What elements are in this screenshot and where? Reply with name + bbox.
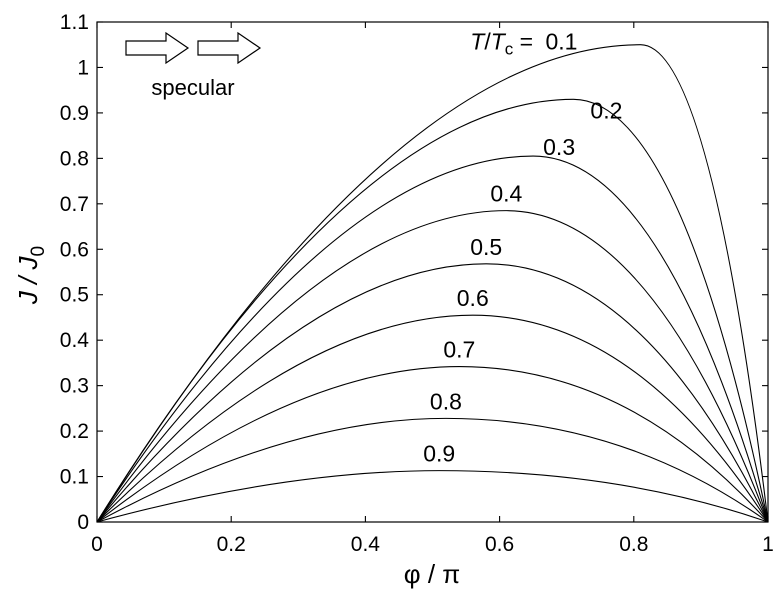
curve-line [96,155,769,523]
temperature-symbol: T [470,29,486,55]
y-tick-label: 1.1 [60,11,89,34]
curve-labels: 0.1 0.2 0.3 0.4 0.5 0.6 0.7 0.8 0.9 [423,29,622,467]
curve-line [96,210,769,523]
curve-label: 0.4 [490,181,522,207]
curve-line [96,263,769,523]
x-tick-label: 0.4 [351,533,381,556]
critical-temperature-symbol: T [491,29,507,55]
curve-label: 0.6 [457,285,489,311]
curve-label: 0.7 [443,337,475,363]
y-axis-title-group: J / J0 [13,246,49,305]
specular-annotation: specular [151,75,234,100]
curve-line [96,98,769,523]
y-tick-label: 0.9 [60,102,89,125]
x-tick-label: 0.2 [217,533,246,556]
y-tick-label: 0.1 [60,466,89,489]
curve-line [96,365,769,523]
critical-temperature-subscript: c [505,40,514,59]
y-tick-label: 0.5 [60,284,89,307]
plot-frame [96,21,769,523]
y-axis-title: J / J0 [13,246,49,305]
y-ticks: 0 0.1 0.2 0.3 0.4 0.5 0.6 0.7 0.8 0.9 1 1.1 [60,11,768,534]
curve-label: 0.5 [470,234,502,260]
x-ticks: 0 0.2 0.4 0.6 0.8 1 [91,22,774,556]
x-tick-label: 0.6 [485,533,514,556]
y-axis-title-main: J / J [13,255,43,305]
curve-line [96,417,769,523]
y-tick-label: 0 [77,511,89,534]
temperature-label-prefix: T/Tc = [470,29,539,59]
y-tick-label: 0.2 [60,420,89,443]
curve-label: 0.8 [430,388,462,414]
x-tick-label: 0.8 [619,533,648,556]
curve-label: 0.2 [590,97,622,123]
specular-arrow-icon [125,31,190,65]
x-tick-label: 0 [91,533,103,556]
curve-line [96,44,769,523]
y-tick-label: 0.4 [60,329,90,352]
y-tick-label: 0.7 [60,193,89,216]
curve-label: 0.1 [546,29,578,55]
y-axis-title-subscript: 0 [28,246,49,257]
curve-label: 0.9 [423,441,455,467]
y-tick-label: 0.8 [60,147,89,170]
curve-label: 0.3 [543,134,575,160]
y-tick-label: 0.6 [60,238,89,261]
specular-arrow-icon [197,31,262,65]
temperature-equals: = [513,29,539,55]
x-axis-title: φ / π [404,559,460,589]
curve-line [96,314,769,523]
y-tick-label: 1 [77,56,89,79]
temperature-slash: / [484,29,491,55]
curves [96,44,769,523]
x-tick-label: 1 [762,533,774,556]
y-tick-label: 0.3 [60,375,89,398]
curve-line [96,470,769,523]
